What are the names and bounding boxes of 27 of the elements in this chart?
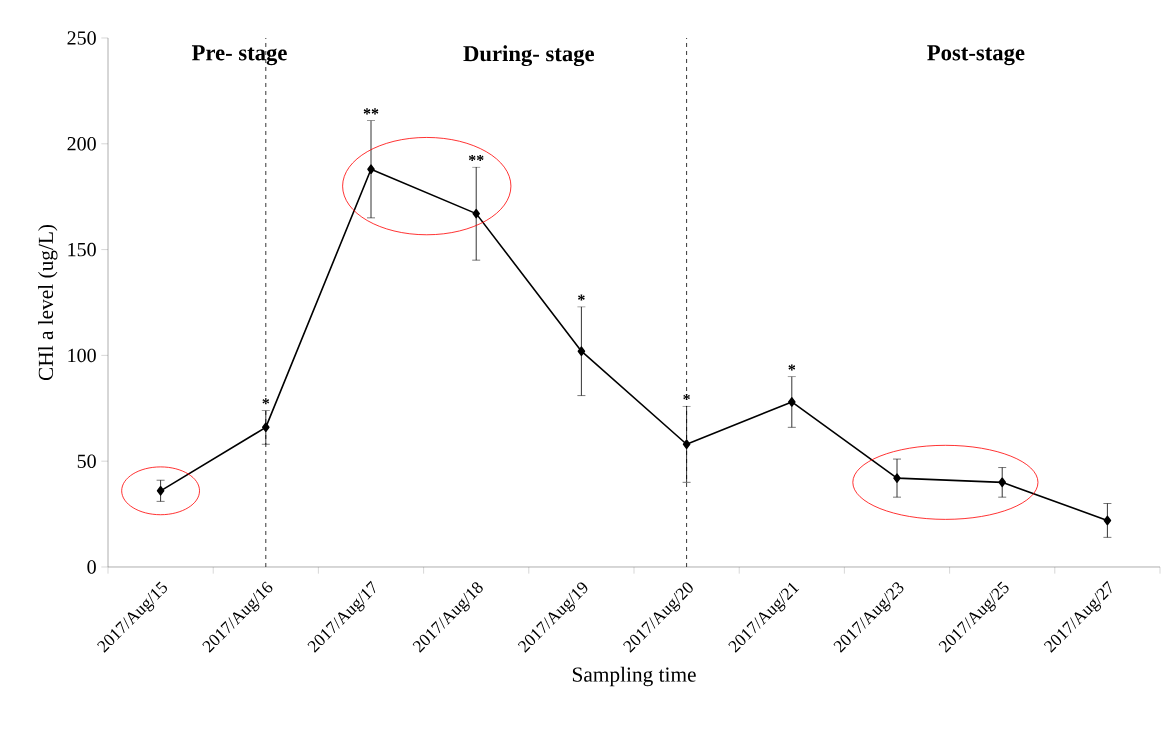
- x-axis-title: Sampling time: [572, 666, 696, 687]
- y-tick-label: 250: [67, 31, 96, 45]
- y-tick-label: 0: [87, 560, 96, 574]
- y-tick-label: 200: [67, 137, 96, 151]
- annotation: **: [468, 154, 484, 161]
- annotation: *: [788, 364, 796, 371]
- point: [262, 422, 270, 433]
- annotation: During- stage: [463, 45, 594, 67]
- annotation: Pre- stage: [191, 45, 287, 66]
- annotation: Post-stage: [927, 45, 1025, 66]
- point: [367, 164, 375, 174]
- point: [788, 397, 796, 407]
- point: [682, 439, 691, 450]
- point: [893, 473, 901, 483]
- point: [998, 477, 1007, 488]
- annotation: **: [363, 108, 379, 115]
- y-tick-label: 50: [77, 454, 96, 468]
- y-axis-title: CHl a level (ug/L): [38, 224, 58, 381]
- annotation: *: [683, 394, 690, 401]
- annotation: *: [578, 294, 585, 301]
- y-tick-label: 150: [68, 242, 96, 257]
- point: [156, 486, 165, 496]
- point: [577, 346, 586, 356]
- point: [472, 208, 481, 219]
- annotation: *: [262, 398, 270, 405]
- point: [1103, 515, 1112, 526]
- y-tick-label: 100: [68, 348, 96, 363]
